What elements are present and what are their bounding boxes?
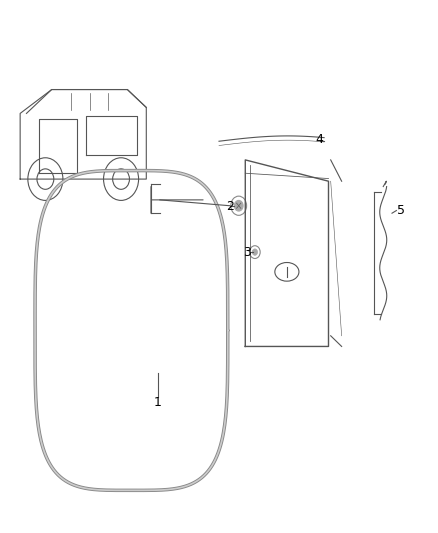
- Text: 3: 3: [243, 246, 251, 259]
- Text: 2: 2: [226, 200, 234, 213]
- Circle shape: [252, 249, 258, 255]
- Text: 1: 1: [154, 396, 162, 409]
- Text: 5: 5: [397, 204, 405, 217]
- Circle shape: [234, 200, 243, 211]
- Text: 4: 4: [316, 133, 324, 146]
